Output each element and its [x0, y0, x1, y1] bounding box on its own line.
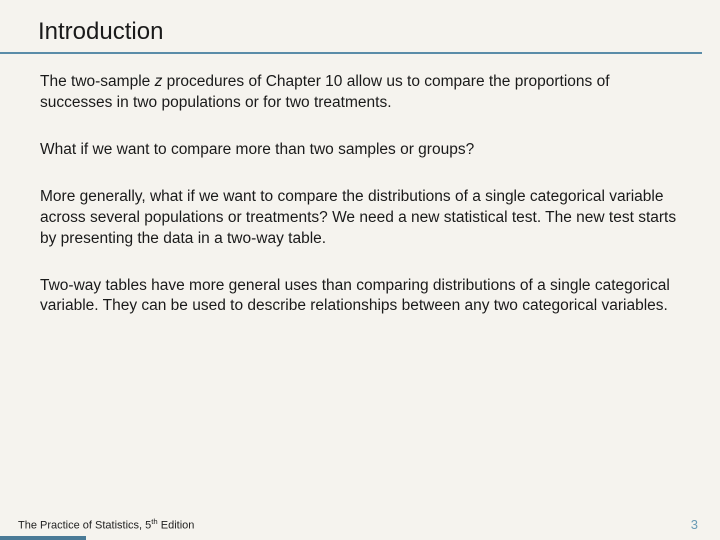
slide-body: The two-sample z procedures of Chapter 1… — [0, 54, 720, 317]
footer-accent-bar — [0, 536, 86, 540]
paragraph-3: More generally, what if we want to compa… — [40, 187, 680, 250]
slide-title: Introduction — [0, 0, 702, 54]
footer-text-a: The Practice of Statistics, 5 — [18, 519, 151, 531]
paragraph-1: The two-sample z procedures of Chapter 1… — [40, 72, 680, 114]
footer-text-b: Edition — [158, 519, 195, 531]
page-number: 3 — [691, 517, 698, 532]
footer-left-text: The Practice of Statistics, 5th Edition — [18, 517, 194, 532]
para1-text-a: The two-sample — [40, 73, 155, 90]
paragraph-4: Two-way tables have more general uses th… — [40, 276, 680, 318]
slide-footer: The Practice of Statistics, 5th Edition … — [0, 508, 720, 540]
paragraph-2: What if we want to compare more than two… — [40, 140, 680, 161]
